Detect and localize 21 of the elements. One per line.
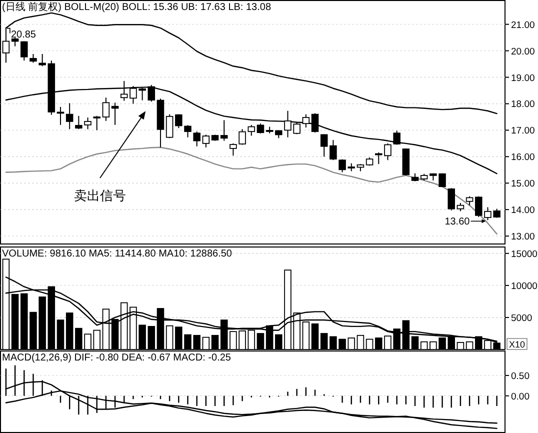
- y-tick-label: 10000: [511, 280, 538, 292]
- y-tick-label: 15.00: [511, 178, 535, 190]
- y-tick-label: 20.00: [511, 46, 535, 58]
- annotation: 13.60: [444, 216, 470, 228]
- chart-title: (日线 前复权) BOLL-M(20) BOLL: 15.36 UB: 17.63 LB: 13.08: [2, 1, 272, 13]
- y-tick-label: 0.50: [511, 370, 530, 382]
- y-tick-label: 17.00: [511, 126, 535, 137]
- y-tick-label: 18.00: [511, 99, 535, 110]
- chart-title: VOLUME: 9816.10 MA5: 11414.80 MA10: 12886.50: [2, 248, 232, 260]
- chart-title: MACD(12,26,9) DIF: -0.80 DEA: -0.67 MACD: -0.25: [2, 352, 232, 364]
- annotation: 卖出信号: [74, 188, 126, 203]
- y-tick-label: 0.00: [511, 391, 530, 402]
- annotation: 20.85: [10, 29, 36, 40]
- text: X10: [509, 340, 526, 350]
- y-tick-label: 14.00: [511, 205, 535, 216]
- y-tick-label: 21.00: [511, 20, 535, 31]
- y-tick-label: 16.00: [511, 152, 535, 164]
- y-tick-label: 5000: [511, 312, 532, 324]
- y-tick-label: 15000: [511, 248, 538, 260]
- y-tick-label: 13.00: [511, 232, 535, 243]
- y-tick-label: 19.00: [511, 72, 535, 84]
